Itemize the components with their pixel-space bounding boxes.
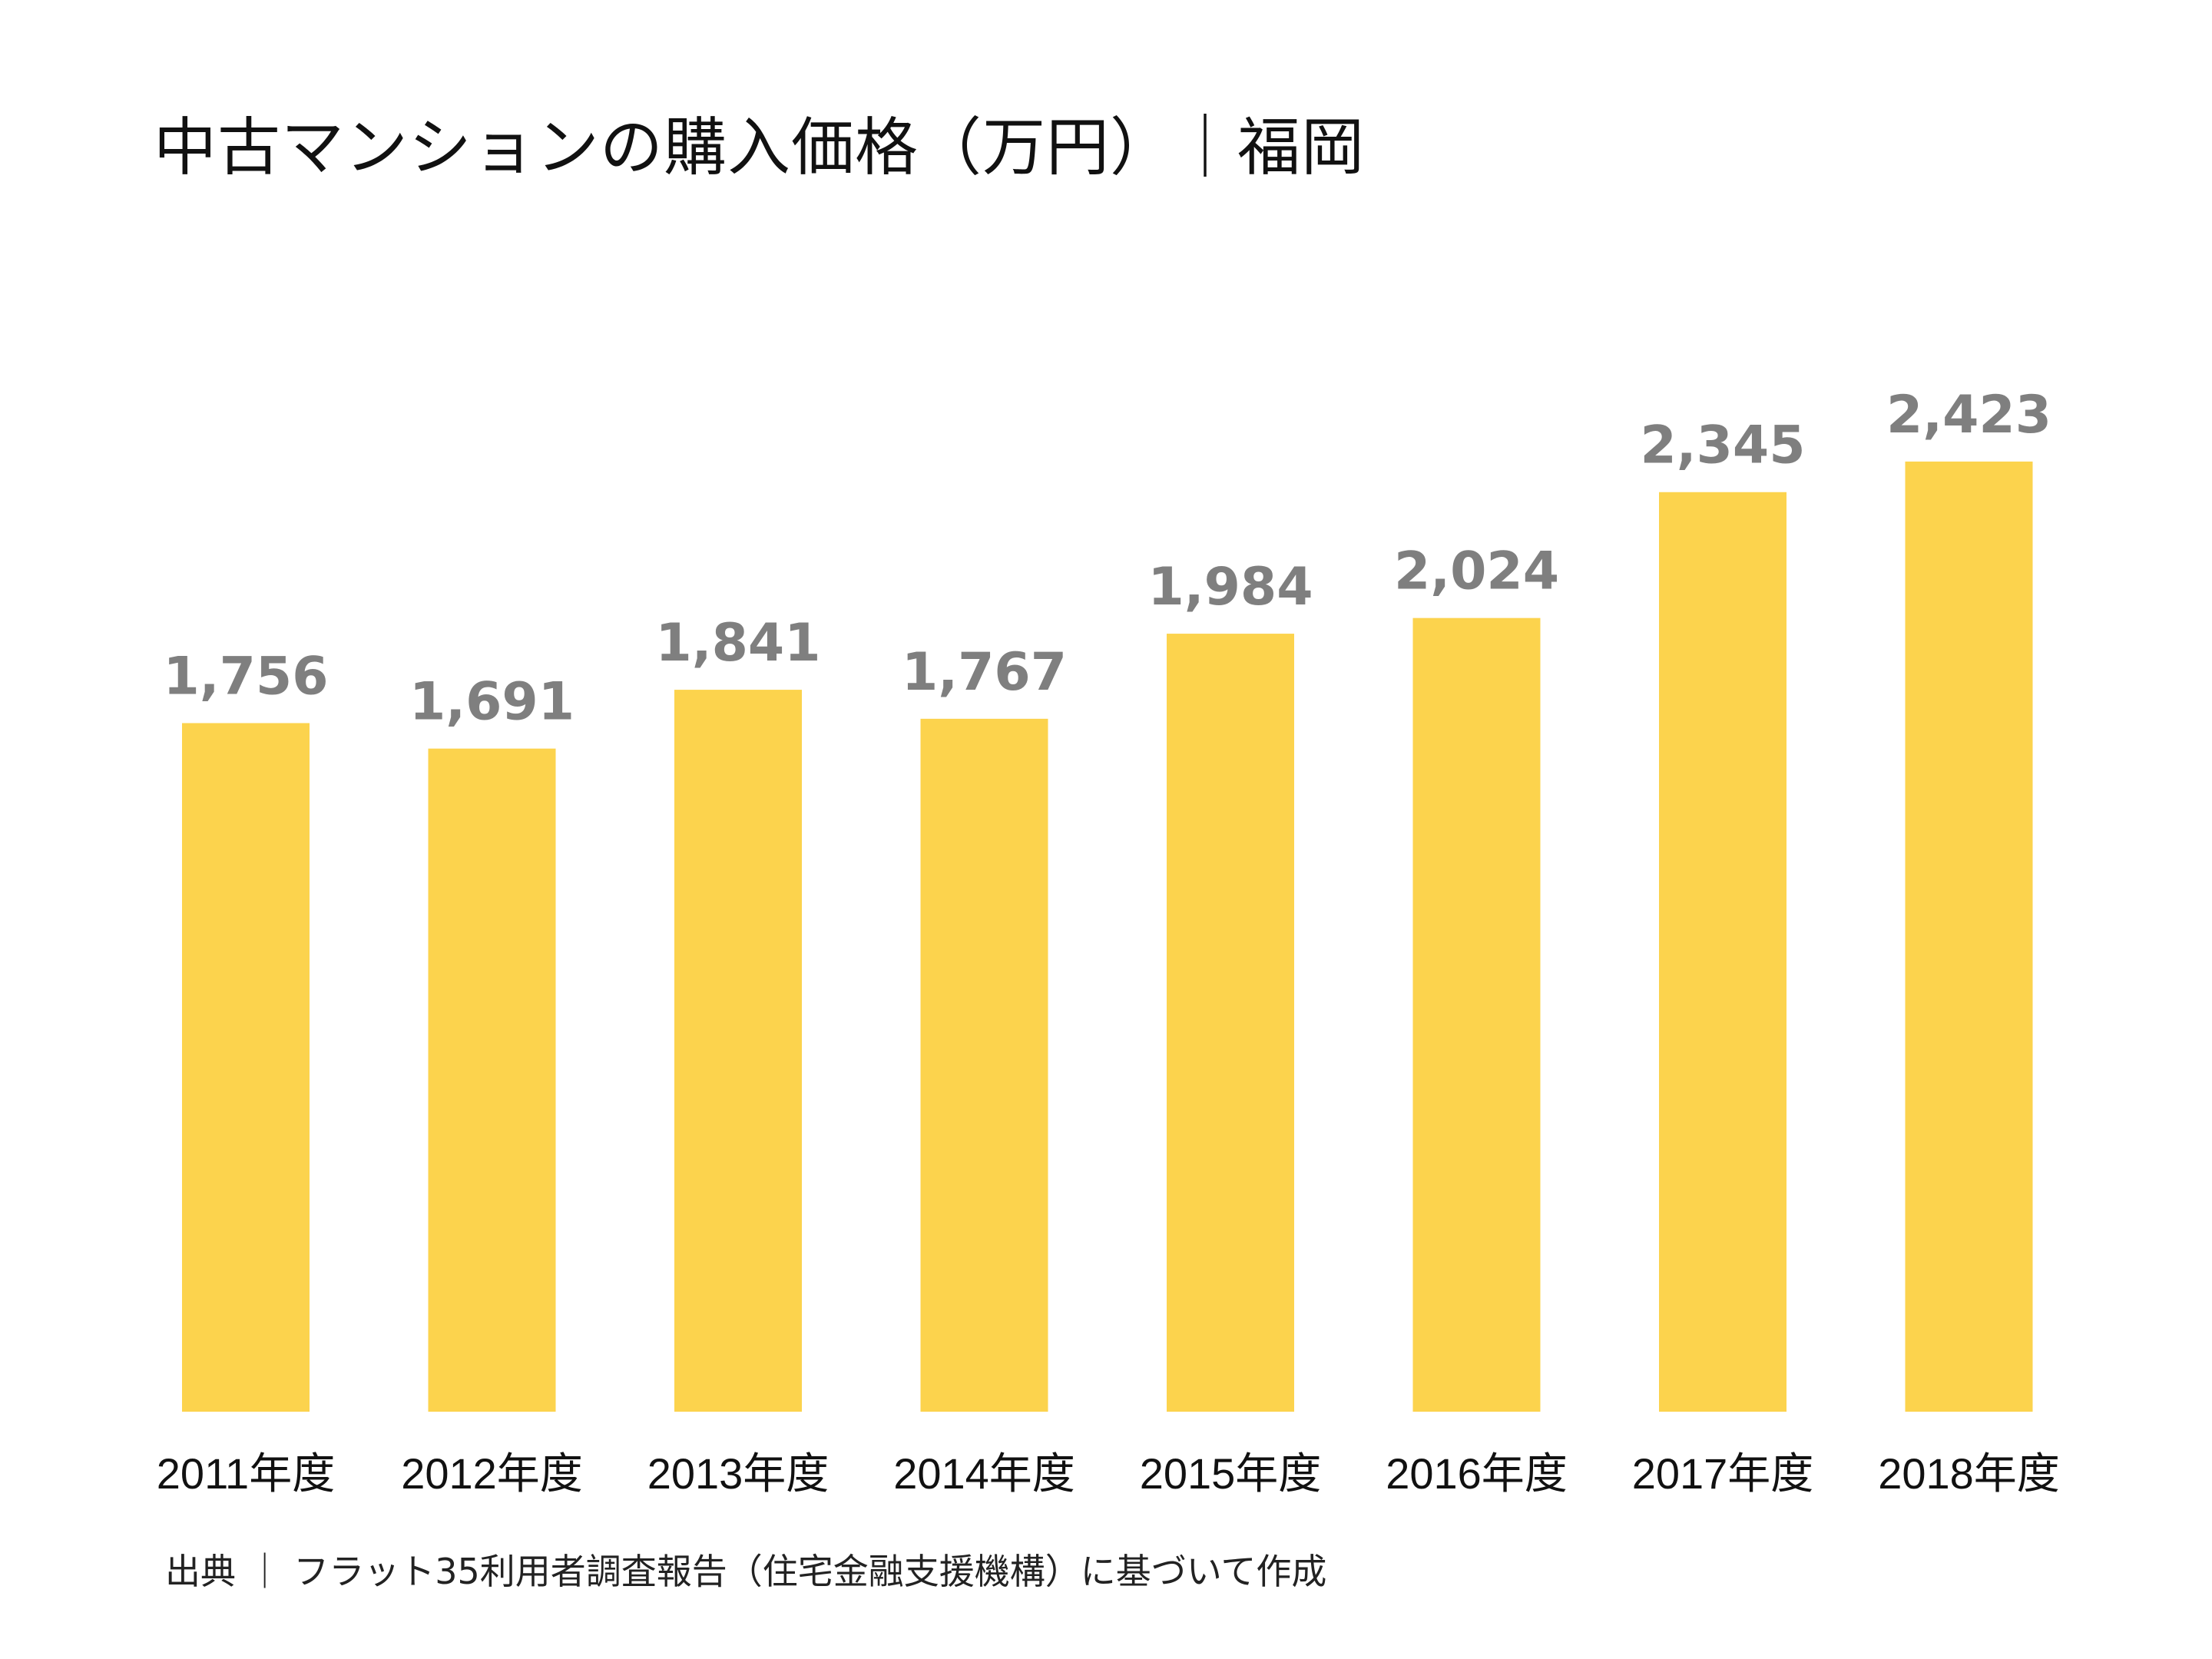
category-label: 2013年度 — [647, 1449, 830, 1498]
category-label: 2011年度 — [157, 1449, 335, 1498]
value-label: 2,423 — [1886, 385, 2051, 445]
category-label: 2017年度 — [1632, 1449, 1814, 1498]
category-labels-group: 2011年度 2012年度 2013年度 2014年度 2015年度 2016年度 2017… — [157, 1449, 2060, 1498]
bar-2014年度 — [920, 718, 1048, 1412]
category-label: 2015年度 — [1140, 1449, 1322, 1498]
bar-2018年度 — [1905, 461, 2033, 1412]
bar-2012年度 — [428, 748, 556, 1412]
value-label: 2,345 — [1640, 416, 1805, 476]
value-label: 1,767 — [902, 642, 1067, 703]
category-label: 2012年度 — [401, 1449, 583, 1498]
bar-2013年度 — [674, 690, 802, 1412]
category-label: 2016年度 — [1386, 1449, 1568, 1498]
category-label: 2018年度 — [1878, 1449, 2060, 1498]
source-note: 出典 ｜ フラット35利用者調査報告（住宅金融支援機構）に基づいて作成 — [165, 1551, 1327, 1592]
value-label: 1,691 — [409, 672, 575, 733]
value-label: 1,756 — [163, 646, 328, 707]
chart-title: 中古マンションの購入価格（万円）｜福岡 — [154, 111, 1366, 184]
bar-2016年度 — [1412, 618, 1541, 1412]
bar-2017年度 — [1659, 492, 1786, 1412]
bar-2011年度 — [182, 723, 310, 1412]
bar-2015年度 — [1167, 634, 1294, 1412]
value-label: 1,841 — [655, 613, 820, 674]
value-labels-group: 1,756 1,691 1,841 1,767 1,984 2,024 2,345 2,423 — [163, 385, 2051, 733]
category-label: 2014年度 — [893, 1449, 1075, 1498]
value-label: 2,024 — [1394, 541, 1559, 602]
value-label: 1,984 — [1147, 557, 1313, 618]
bars-group — [182, 461, 2033, 1412]
